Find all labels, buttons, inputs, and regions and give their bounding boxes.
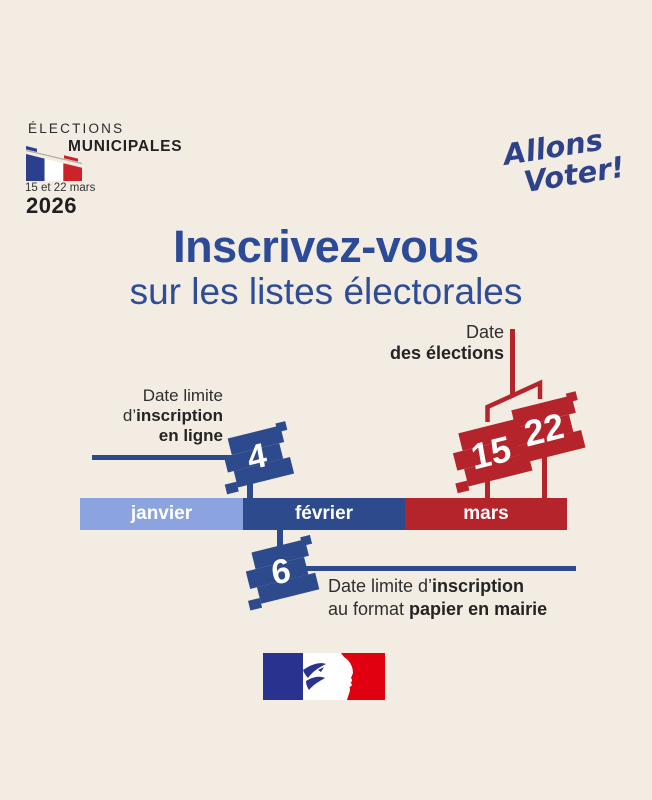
election-dates-label: Date des élections	[284, 322, 504, 364]
badge-22-connector	[542, 455, 547, 500]
program-title-line2: MUNICIPALES	[68, 138, 183, 155]
marianne-french-government-icon	[263, 653, 385, 700]
online-deadline-line2-bold: inscription	[136, 406, 223, 425]
french-flag-ballot-icon	[26, 146, 82, 181]
election-dates-label-line1: Date	[465, 322, 504, 342]
paper-deadline-connector-line	[306, 566, 576, 571]
election-dates-connector-line	[510, 329, 515, 396]
month-segment-janvier: janvier	[80, 498, 243, 530]
month-label-fevrier: février	[294, 503, 354, 524]
allons-voter-slogan: Allons Voter!	[501, 118, 649, 199]
online-deadline-connector-line	[92, 455, 238, 460]
online-deadline-label: Date limite d’inscription en ligne	[23, 386, 223, 446]
badge-day-4-number: 4	[244, 435, 270, 478]
paper-deadline-line2-bold: papier en mairie	[409, 599, 548, 619]
program-year: 2026	[26, 193, 77, 218]
badge-day-6-number: 6	[268, 550, 294, 593]
election-dates-label-line2: des élections	[389, 343, 504, 363]
paper-deadline-line1-regular: Date limite d’	[328, 576, 433, 596]
online-deadline-line3: en ligne	[158, 426, 223, 445]
month-label-janvier: janvier	[130, 503, 193, 524]
paper-deadline-line1-bold: inscription	[432, 576, 525, 596]
month-label-mars: mars	[463, 503, 509, 524]
timeline-month-bar: janvier février mars	[80, 498, 567, 530]
badge-6-connector	[277, 530, 283, 550]
badge-15-connector	[485, 468, 490, 500]
month-segment-mars: mars	[405, 498, 567, 530]
page-title: Inscrivez-vous sur les listes électorale…	[0, 222, 652, 312]
month-segment-fevrier: février	[243, 498, 405, 530]
badge-day-4: 4	[223, 421, 295, 495]
online-deadline-line1: Date limite	[142, 386, 223, 405]
badge-4-connector	[247, 478, 253, 502]
paper-deadline-line2-regular: au format	[328, 599, 410, 619]
online-deadline-line2-regular: d’	[122, 406, 137, 425]
page-title-line2: sur les listes électorales	[129, 271, 523, 312]
page-title-line1: Inscrivez-vous	[173, 221, 479, 272]
election-dates-bracket	[485, 379, 543, 422]
program-dates: 15 et 22 mars	[25, 182, 96, 194]
paper-deadline-label: Date limite d’inscription au format papi…	[328, 575, 608, 621]
program-title-line1: ÉLECTIONS	[28, 121, 125, 136]
badge-day-6: 6	[246, 534, 320, 611]
